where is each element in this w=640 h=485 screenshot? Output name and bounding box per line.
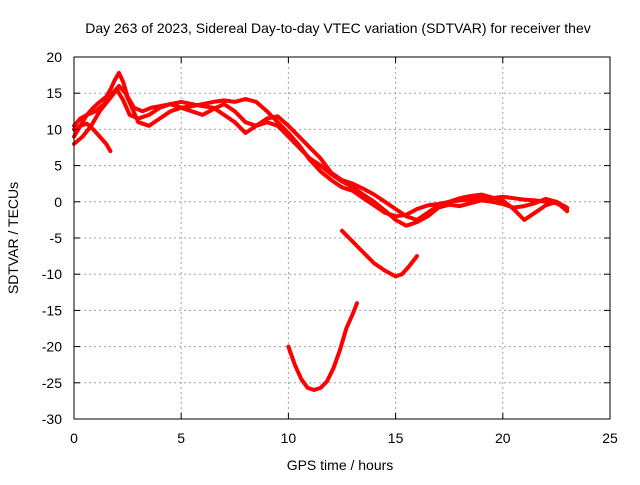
y-tick-label: -30 [42, 411, 62, 427]
y-tick-label: 15 [46, 85, 62, 101]
grid-layer [74, 57, 610, 419]
x-tick-label: 25 [602, 430, 618, 446]
y-tick-label: -10 [42, 266, 62, 282]
x-tick-label: 15 [388, 430, 404, 446]
series-line-arc-4 [72, 121, 113, 154]
x-tick-label: 20 [495, 430, 511, 446]
y-tick-label: -15 [42, 302, 62, 318]
x-tick-label: 10 [281, 430, 297, 446]
y-tick-label: 10 [46, 121, 62, 137]
series-line-arc-2 [72, 84, 570, 228]
y-tick-label: 20 [46, 49, 62, 65]
series-layer [72, 70, 570, 392]
series-line-arc-3 [72, 87, 570, 222]
chart-title: Day 263 of 2023, Sidereal Day-to-day VTE… [85, 20, 591, 36]
y-tick-label: -5 [50, 230, 63, 246]
x-tick-label: 0 [70, 430, 78, 446]
y-axis-label: SDTVAR / TECUs [5, 182, 21, 294]
y-tick-label: 5 [54, 158, 62, 174]
series-line-arc-6 [286, 301, 359, 392]
y-tick-label: -25 [42, 375, 62, 391]
x-axis-label: GPS time / hours [287, 457, 394, 473]
tick-layer: 0 5 10 15 20 25 -30 -25 -20 -15 -10 -5 0 5 10 15 20 [42, 49, 618, 446]
series-line-arc-5 [340, 228, 419, 279]
y-tick-label: -20 [42, 339, 62, 355]
y-tick-label: 0 [54, 194, 62, 210]
series-line-arc-1 [72, 70, 570, 219]
x-tick-label: 5 [177, 430, 185, 446]
